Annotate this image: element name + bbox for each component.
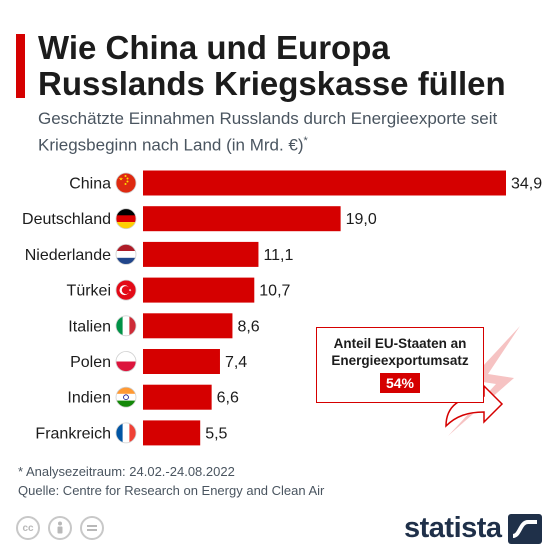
bar-trkei xyxy=(143,277,255,303)
category-label-italien: Italien xyxy=(68,318,111,335)
footnote-note: * Analysezeitraum: 24.02.-24.08.2022 xyxy=(18,464,235,479)
category-label-polen: Polen xyxy=(70,354,111,371)
germany-flag-icon xyxy=(115,208,137,230)
brand-name: statista xyxy=(404,512,502,544)
india-flag-icon xyxy=(115,386,137,408)
statista-logo-icon xyxy=(507,513,542,544)
lightning-bolt-icon xyxy=(445,326,520,436)
poland-flag-icon xyxy=(115,351,137,372)
category-label-deutschland: Deutschland xyxy=(22,211,111,228)
value-label-niederlande: 11,1 xyxy=(263,247,293,264)
bar-niederlande xyxy=(143,241,259,267)
callout-text: Anteil EU-Staaten an Energieexportumsatz xyxy=(331,336,469,368)
footnote-block: * Analysezeitraum: 24.02.-24.08.2022 Que… xyxy=(18,462,324,500)
statista-logo[interactable]: statista xyxy=(404,512,542,545)
bar-italien xyxy=(143,313,233,339)
value-label-china: 34,9 xyxy=(511,176,542,193)
cc-icon[interactable]: cc xyxy=(16,516,40,540)
value-label-indien: 6,6 xyxy=(217,390,239,407)
netherlands-flag-icon xyxy=(115,244,137,265)
category-label-niederlande: Niederlande xyxy=(25,247,111,264)
callout-value: 54% xyxy=(379,373,421,393)
attribution-icon[interactable] xyxy=(48,516,72,540)
bar-chart: China 34,9 Deutschland 19,0 Niederlande 11,1 T… xyxy=(22,170,542,446)
value-label-polen: 7,4 xyxy=(225,354,247,371)
license-icons: cc xyxy=(16,516,104,540)
bar-polen xyxy=(143,349,220,374)
france-flag-icon xyxy=(115,422,137,444)
no-derivatives-icon[interactable] xyxy=(80,516,104,540)
chart-subtitle: Geschätzte Einnahmen Russlands durch Ene… xyxy=(38,108,538,157)
chart-title: Wie China und Europa Russlands Kriegskas… xyxy=(38,29,506,102)
italy-flag-icon xyxy=(115,315,137,337)
value-label-italien: 8,6 xyxy=(237,318,259,335)
bar-deutschland xyxy=(143,206,341,232)
china-flag-icon xyxy=(115,172,137,194)
value-label-frankreich: 5,5 xyxy=(205,425,227,442)
subtitle-footnote-mark: * xyxy=(303,135,308,147)
eu-share-callout: Anteil EU-Staaten an Energieexportumsatz… xyxy=(316,327,484,403)
bar-frankreich xyxy=(143,420,201,446)
turkey-flag-icon xyxy=(115,279,137,301)
bar-china xyxy=(143,170,506,196)
bar-indien xyxy=(143,384,212,410)
value-label-trkei: 10,7 xyxy=(259,283,290,300)
footnote-source: Quelle: Centre for Research on Energy an… xyxy=(18,483,325,498)
category-label-frankreich: Frankreich xyxy=(35,425,111,442)
subtitle-text: Geschätzte Einnahmen Russlands durch Ene… xyxy=(38,109,498,155)
category-label-trkei: Türkei xyxy=(67,283,111,300)
value-label-deutschland: 19,0 xyxy=(346,211,377,228)
title-accent-bar xyxy=(16,34,25,98)
category-label-china: China xyxy=(69,176,111,193)
category-label-indien: Indien xyxy=(67,390,111,407)
